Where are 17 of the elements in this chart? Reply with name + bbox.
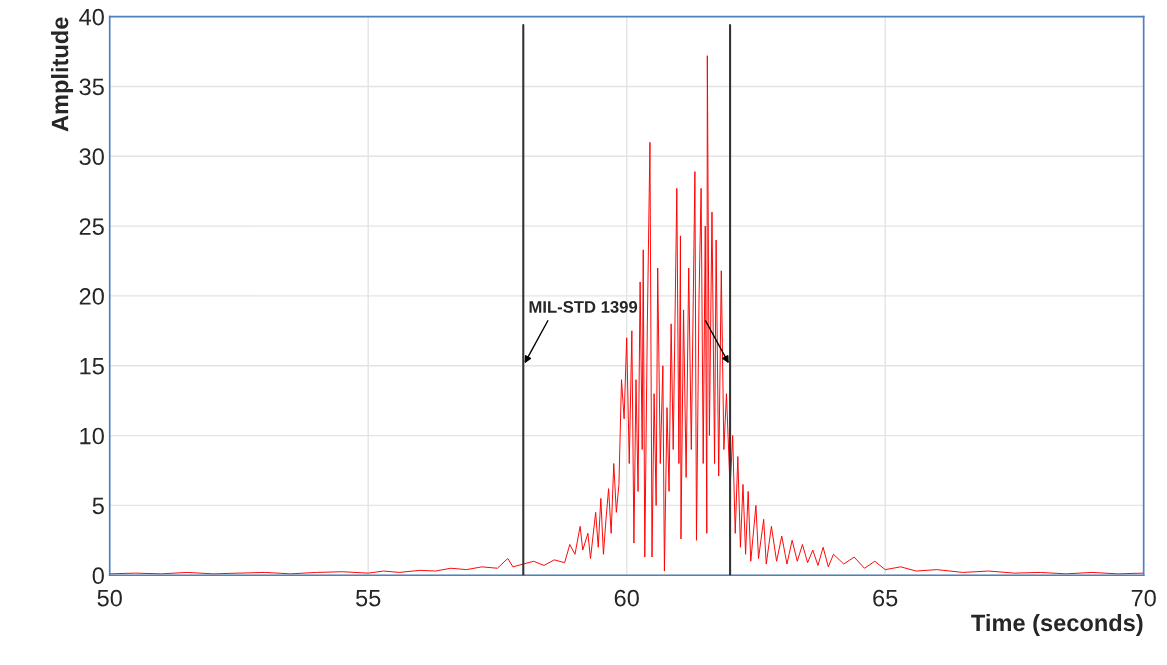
x-tick-label: 70 (1131, 589, 1156, 607)
y-tick-label: 10 (80, 427, 104, 445)
y-tick-label: 25 (79, 218, 104, 235)
y-tick-label: 0 (92, 567, 104, 585)
y-tick-label: 30 (79, 148, 104, 166)
x-tick-label: 55 (356, 589, 381, 607)
y-tick-label: 35 (79, 78, 104, 96)
x-tick-label: 50 (97, 589, 122, 607)
annotation: MIL-STD 1399 (529, 301, 638, 313)
y-tick-label: 15 (80, 358, 104, 375)
y-axis-title: Amplitude (51, 17, 74, 132)
y-tick-label: 20 (79, 287, 104, 305)
x-tick-label: 60 (614, 589, 639, 607)
x-tick-label: 65 (873, 589, 898, 607)
y-tick-label: 40 (79, 8, 104, 26)
x-axis-title: Time (seconds) (971, 613, 1143, 636)
y-tick-label: 5 (92, 497, 104, 515)
